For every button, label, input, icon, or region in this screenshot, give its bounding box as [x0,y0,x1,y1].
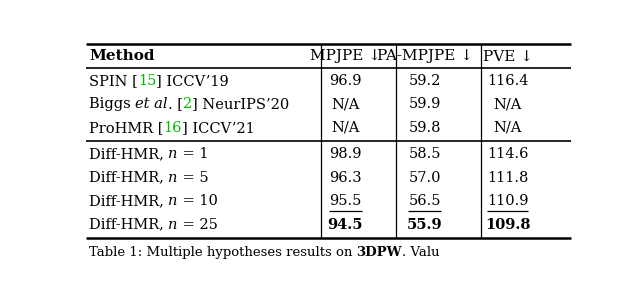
Text: N/A: N/A [331,121,360,135]
Text: ProHMR [: ProHMR [ [89,121,163,135]
Text: 96.9: 96.9 [329,74,362,88]
Text: 94.5: 94.5 [328,218,363,232]
Text: SPIN [: SPIN [ [89,74,138,88]
Text: Diff-HMR,: Diff-HMR, [89,147,168,161]
Text: . [: . [ [168,97,183,111]
Text: = 25: = 25 [178,218,218,232]
Text: et al: et al [135,97,168,111]
Text: Diff-HMR,: Diff-HMR, [89,194,168,208]
Text: 109.8: 109.8 [485,218,531,232]
Text: N/A: N/A [493,97,522,111]
Text: = 5: = 5 [178,170,209,184]
Text: 56.5: 56.5 [408,194,441,208]
Text: 3DPW: 3DPW [356,246,402,259]
Text: Biggs: Biggs [89,97,135,111]
Text: Method: Method [89,49,154,63]
Text: 16: 16 [163,121,182,135]
Text: 111.8: 111.8 [487,170,528,184]
Text: n: n [168,170,178,184]
Text: ] NeurIPS’20: ] NeurIPS’20 [192,97,289,111]
Text: PA-MPJPE ↓: PA-MPJPE ↓ [377,49,473,63]
Text: N/A: N/A [331,97,360,111]
Text: 116.4: 116.4 [487,74,528,88]
Text: ] ICCV’21: ] ICCV’21 [182,121,255,135]
Text: . Valu: . Valu [402,246,440,259]
Text: 59.2: 59.2 [408,74,441,88]
Text: ] ICCV’19: ] ICCV’19 [156,74,229,88]
Text: n: n [168,147,178,161]
Text: 96.3: 96.3 [329,170,362,184]
Text: n: n [168,194,178,208]
Text: 59.8: 59.8 [408,121,441,135]
Text: 110.9: 110.9 [487,194,528,208]
Text: 98.9: 98.9 [329,147,362,161]
Text: Diff-HMR,: Diff-HMR, [89,218,168,232]
Text: PVE ↓: PVE ↓ [483,49,532,63]
Text: Table 1: Multiple hypotheses results on: Table 1: Multiple hypotheses results on [89,246,356,259]
Text: = 10: = 10 [178,194,218,208]
Text: N/A: N/A [493,121,522,135]
Text: 95.5: 95.5 [329,194,362,208]
Text: 59.9: 59.9 [408,97,441,111]
Text: 58.5: 58.5 [408,147,441,161]
Text: 57.0: 57.0 [408,170,441,184]
Text: 15: 15 [138,74,156,88]
Text: n: n [168,218,178,232]
Text: MPJPE ↓: MPJPE ↓ [310,49,381,63]
Text: 114.6: 114.6 [487,147,528,161]
Text: Diff-HMR,: Diff-HMR, [89,170,168,184]
Text: 55.9: 55.9 [407,218,442,232]
Text: 2: 2 [183,97,192,111]
Text: = 1: = 1 [178,147,208,161]
